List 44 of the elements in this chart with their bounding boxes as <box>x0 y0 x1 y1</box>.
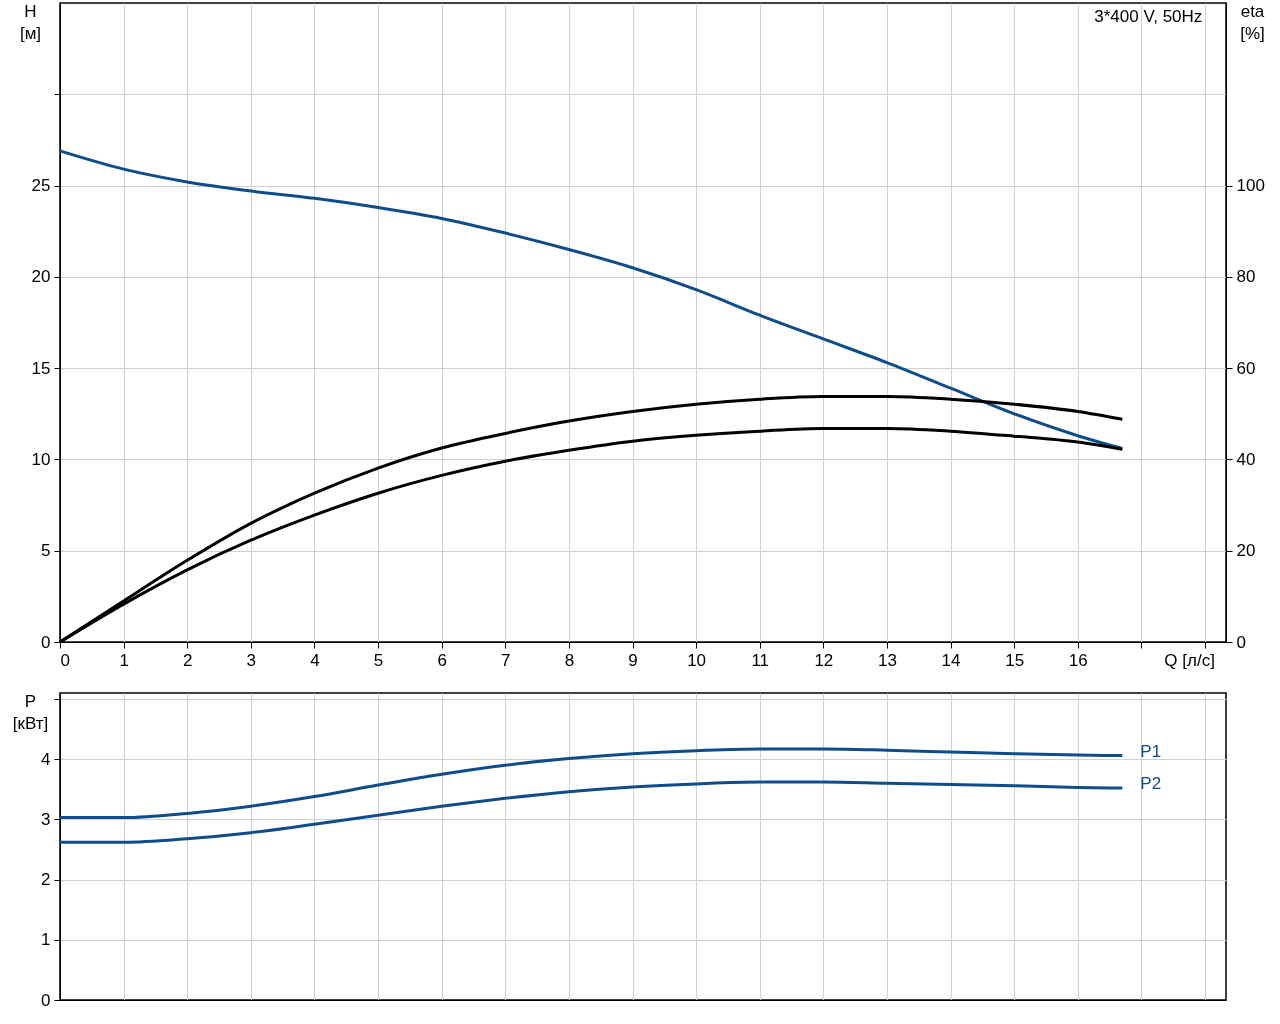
y-axis-title: P [кВт] <box>12 691 49 733</box>
y-tick-label: 3 <box>41 809 51 829</box>
x-tick-label: 12 <box>814 650 834 670</box>
x-tick-label: 15 <box>1005 650 1025 670</box>
x-axis-title: Q [л/с] <box>1164 650 1215 670</box>
y-tick-label: 0 <box>41 632 51 652</box>
y-tick-label: 20 <box>31 267 51 287</box>
x-tick-label: 14 <box>941 650 961 670</box>
y2-tick-label: 40 <box>1236 449 1256 469</box>
x-tick-label: 4 <box>310 650 320 670</box>
x-tick-label: 13 <box>877 650 897 670</box>
x-tick-label: 10 <box>687 650 707 670</box>
y-tick-label: 15 <box>31 358 51 378</box>
y-tick-label: 5 <box>41 541 51 561</box>
y-tick-label: 10 <box>31 449 51 469</box>
series-label: P2 <box>1140 774 1162 794</box>
line-series <box>58 780 1124 844</box>
y-axis-title: H [м] <box>19 1 42 43</box>
series-label: P1 <box>1140 741 1162 761</box>
line-series <box>58 747 1124 820</box>
y-tick-label: 2 <box>41 870 51 890</box>
chart-title: 3*400 V, 50Hz <box>1094 7 1203 26</box>
x-tick-label: 11 <box>751 650 770 670</box>
line-series <box>58 149 1124 450</box>
y-tick-label: 25 <box>31 176 51 196</box>
x-tick-label: 8 <box>564 650 575 670</box>
y2-axis-title: eta [%] <box>1240 1 1265 43</box>
x-tick-label: 0 <box>60 650 70 670</box>
y2-tick-label: 60 <box>1236 358 1256 378</box>
x-tick-label: 1 <box>119 650 129 670</box>
x-tick-label: 3 <box>246 650 257 670</box>
y-tick-label: 4 <box>41 749 51 769</box>
x-tick-label: 2 <box>182 650 193 670</box>
x-tick-label: 7 <box>501 650 511 670</box>
x-tick-label: 9 <box>628 650 638 670</box>
y-tick-label: 0 <box>41 990 51 1010</box>
y2-tick-label: 0 <box>1236 632 1246 652</box>
x-tick-label: 6 <box>437 650 447 670</box>
y2-tick-label: 100 <box>1236 176 1265 196</box>
x-tick-label: 16 <box>1068 650 1088 670</box>
x-tick-label: 5 <box>373 650 384 670</box>
y-tick-label: 1 <box>41 930 51 950</box>
y2-tick-label: 80 <box>1236 267 1256 287</box>
y2-tick-label: 20 <box>1236 541 1256 561</box>
